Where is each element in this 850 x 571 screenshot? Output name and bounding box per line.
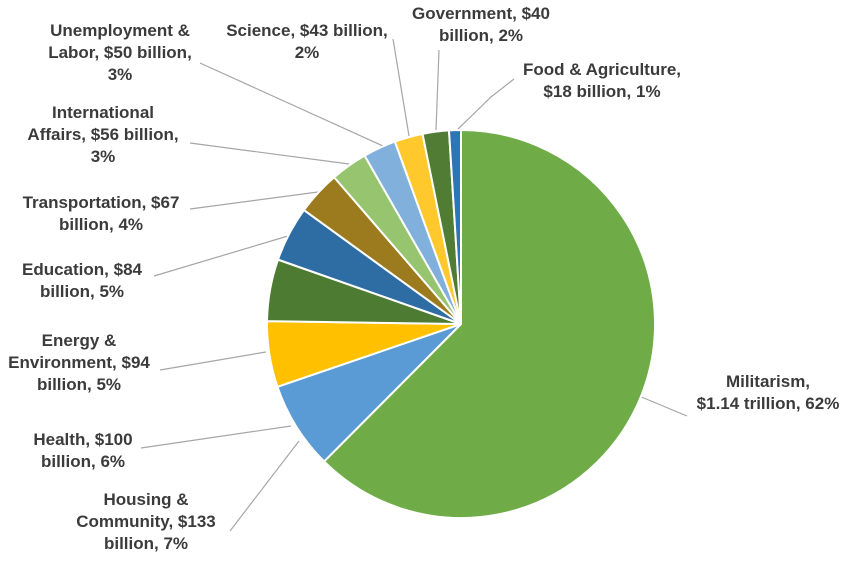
leader-line-health: [140, 425, 292, 449]
pie-label-education: Education, $84 billion, 5%: [8, 259, 156, 303]
pie-label-government: Government, $40 billion, 2%: [398, 3, 564, 47]
pie-label-health: Health, $100 billion, 6%: [20, 429, 146, 473]
leader-line-transportation: [189, 191, 319, 210]
pie-label-line: billion, 4%: [58, 215, 144, 234]
pie-label-line: Housing &: [103, 490, 189, 509]
pie-slice-food_agriculture: [447, 128, 462, 325]
pie-label-line: Affairs, $56 billion,: [27, 125, 179, 144]
pie-label-line: Unemployment &: [50, 21, 190, 40]
pie-label-line: $1.14 trillion, 62%: [696, 394, 840, 413]
pie-label-line: Transportation, $67: [22, 193, 180, 212]
leader-line-food_agriculture: [455, 78, 515, 132]
pie-label-housing: Housing & Community, $133 billion, 7%: [60, 489, 232, 555]
pie-label-militarism: Militarism, $1.14 trillion, 62%: [683, 371, 850, 415]
leader-line-intl_affairs: [189, 142, 350, 165]
pie-label-line: billion, 5%: [36, 375, 122, 394]
leader-line-unemployment: [199, 62, 384, 147]
pie-label-intl_affairs: International Affairs, $56 billion, 3%: [18, 102, 188, 168]
pie-label-line: Government, $40: [412, 4, 550, 23]
pie-label-line: Community, $133: [76, 512, 216, 531]
pie-label-line: Energy &: [41, 331, 117, 350]
leader-line-housing: [229, 440, 300, 532]
leader-line-energy_env: [159, 351, 267, 371]
pie-label-science: Science, $43 billion, 2%: [217, 20, 397, 64]
leader-line-militarism: [638, 395, 688, 417]
leader-lines-group: [140, 38, 688, 532]
pie-label-transportation: Transportation, $67 billion, 4%: [12, 192, 190, 236]
pie-label-unemployment: Unemployment & Labor, $50 billion, 3%: [30, 20, 210, 86]
pie-label-line: Militarism,: [725, 372, 811, 391]
pie-label-line: billion, 7%: [103, 534, 189, 553]
pie-label-line: billion, 5%: [39, 282, 125, 301]
leader-line-science: [392, 38, 410, 137]
pie-label-line: Environment, $94: [8, 353, 150, 372]
pie-label-line: $18 billion, 1%: [543, 82, 661, 101]
pie-slices-group: [266, 128, 656, 519]
pie-label-line: billion, 2%: [438, 26, 524, 45]
pie-label-line: Food & Agriculture,: [522, 60, 682, 79]
pie-label-line: Science, $43 billion,: [226, 21, 388, 40]
pie-label-energy_env: Energy & Environment, $94 billion, 5%: [0, 330, 158, 396]
pie-label-line: International: [51, 103, 154, 122]
pie-label-line: Health, $100: [33, 430, 133, 449]
pie-label-line: Education, $84: [22, 260, 142, 279]
leader-line-education: [153, 235, 289, 277]
pie-label-line: billion, 6%: [40, 452, 126, 471]
pie-label-food_agriculture: Food & Agriculture, $18 billion, 1%: [516, 59, 688, 103]
pie-label-line: Labor, $50 billion,: [48, 43, 192, 62]
leader-line-government: [435, 49, 440, 131]
pie-slice-militarism: [323, 129, 656, 519]
pie-label-line: 3%: [107, 65, 133, 84]
pie-label-line: 2%: [294, 43, 320, 62]
pie-label-line: 3%: [90, 147, 116, 166]
